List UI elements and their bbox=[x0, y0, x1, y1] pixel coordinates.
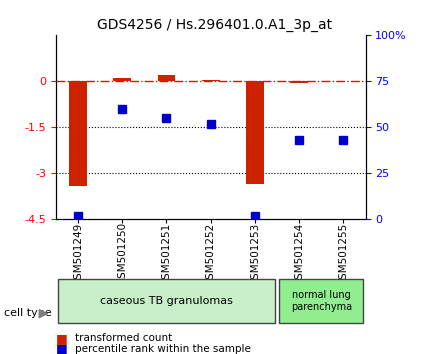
Text: cell type: cell type bbox=[4, 308, 52, 318]
Text: percentile rank within the sample: percentile rank within the sample bbox=[75, 344, 251, 354]
Text: GSM501255: GSM501255 bbox=[338, 222, 348, 286]
Text: ▶: ▶ bbox=[39, 307, 48, 320]
Text: GSM501254: GSM501254 bbox=[294, 222, 304, 286]
Text: caseous TB granulomas: caseous TB granulomas bbox=[100, 296, 233, 306]
Bar bbox=[158, 75, 175, 81]
Text: GSM501253: GSM501253 bbox=[250, 222, 260, 286]
Bar bbox=[202, 80, 220, 81]
Text: GSM501251: GSM501251 bbox=[162, 222, 172, 286]
Text: GDS4256 / Hs.296401.0.A1_3p_at: GDS4256 / Hs.296401.0.A1_3p_at bbox=[98, 18, 332, 32]
FancyBboxPatch shape bbox=[58, 279, 275, 323]
Text: GSM501249: GSM501249 bbox=[73, 222, 83, 286]
Bar bbox=[69, 81, 87, 186]
FancyBboxPatch shape bbox=[279, 279, 363, 323]
Text: ■: ■ bbox=[56, 342, 68, 354]
Bar bbox=[290, 81, 308, 83]
Bar bbox=[114, 78, 131, 81]
Text: ■: ■ bbox=[56, 332, 68, 344]
Text: normal lung
parenchyma: normal lung parenchyma bbox=[291, 290, 352, 312]
Text: transformed count: transformed count bbox=[75, 333, 172, 343]
Bar bbox=[246, 81, 264, 184]
Text: GSM501252: GSM501252 bbox=[206, 222, 216, 286]
Text: GSM501250: GSM501250 bbox=[117, 222, 127, 285]
